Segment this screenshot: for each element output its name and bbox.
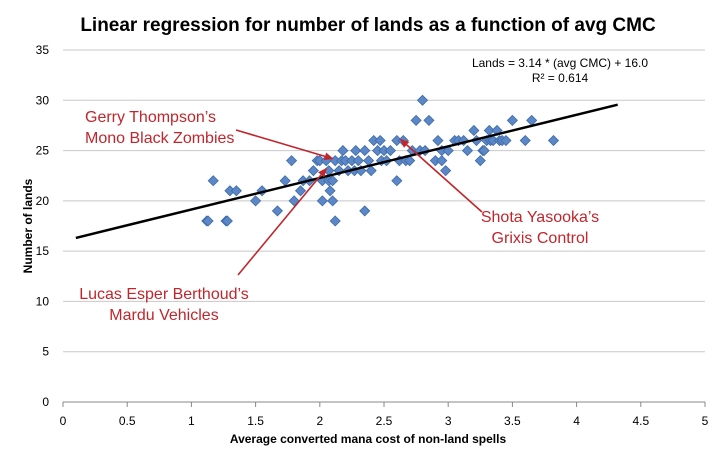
- data-point: [416, 94, 429, 106]
- data-point: [359, 145, 371, 157]
- data-point: [333, 165, 345, 177]
- y-axis-label: Number of lands: [21, 178, 35, 273]
- x-tick-label: 1: [188, 414, 195, 428]
- x-tick-label: 5: [702, 414, 709, 428]
- deck-annotations: Gerry Thompson’s Mono Black Zombies Shota …: [79, 109, 599, 324]
- x-tick-label: 0: [60, 414, 67, 428]
- annotation-label: Mardu Vehicles: [109, 307, 218, 324]
- data-point: [440, 165, 452, 177]
- y-tick-label: 25: [36, 144, 50, 158]
- data-point: [207, 175, 219, 187]
- data-point: [271, 205, 283, 217]
- data-point: [307, 165, 319, 177]
- data-point: [365, 165, 377, 177]
- annotation-arrow: [237, 167, 327, 276]
- data-point: [442, 145, 454, 157]
- annotation-label: Lucas Esper Berthoud’s: [79, 286, 249, 303]
- y-tick-label: 5: [42, 345, 49, 359]
- data-point: [285, 155, 298, 167]
- data-point: [329, 215, 341, 227]
- data-point: [423, 114, 435, 126]
- data-point: [391, 175, 403, 187]
- x-tick-label: 3: [445, 414, 452, 428]
- annotation-label: Grixis Control: [492, 230, 589, 247]
- data-point: [352, 155, 364, 167]
- data-point: [250, 195, 262, 207]
- x-tick-label: 1.5: [247, 414, 264, 428]
- data-point: [432, 134, 444, 147]
- data-point: [547, 134, 560, 147]
- y-tick-label: 30: [36, 93, 50, 107]
- data-point: [221, 215, 233, 227]
- annotation-label: Gerry Thompson’s: [85, 109, 216, 126]
- x-tick-label: 4.5: [632, 414, 649, 428]
- x-tick-label: 2: [316, 414, 323, 428]
- x-tick-label: 0.5: [119, 414, 136, 428]
- y-tick-label: 15: [36, 244, 50, 258]
- data-point: [478, 145, 490, 157]
- y-tick-label: 20: [36, 194, 50, 208]
- y-tick-label: 35: [36, 43, 50, 57]
- chart-title: Linear regression for number of lands as…: [80, 15, 656, 36]
- data-point: [404, 155, 416, 167]
- x-tick-label: 3.5: [504, 414, 521, 428]
- data-point: [506, 114, 518, 126]
- x-tick-labels: 0 0.5 1 1.5 2 2.5 3 3.5 4 4.5 5: [60, 414, 709, 428]
- data-point: [202, 215, 214, 227]
- data-point: [327, 175, 339, 187]
- data-points: [201, 94, 560, 227]
- data-point: [461, 145, 474, 157]
- data-point: [359, 205, 371, 217]
- annotation-arrow: [235, 129, 334, 161]
- data-point: [350, 145, 362, 157]
- annotation-label: Shota Yasooka’s: [481, 209, 599, 226]
- data-point: [374, 134, 386, 147]
- data-point: [410, 114, 422, 126]
- data-point: [324, 185, 336, 197]
- axes: [62, 401, 706, 407]
- data-point: [316, 195, 328, 207]
- data-point: [279, 175, 291, 187]
- data-point: [230, 185, 242, 197]
- y-tick-label: 10: [36, 294, 50, 308]
- annotation-label: Mono Black Zombies: [85, 130, 234, 147]
- x-axis-label: Average converted mana cost of non-land …: [230, 432, 507, 446]
- data-point: [327, 195, 339, 207]
- data-point: [384, 145, 396, 157]
- x-tick-label: 2.5: [376, 414, 393, 428]
- regression-equation: Lands = 3.14 * (avg CMC) + 16.0: [472, 56, 648, 70]
- data-point: [294, 185, 307, 197]
- data-point: [468, 124, 480, 137]
- r-squared-label: R² = 0.614: [532, 71, 589, 85]
- data-point: [337, 145, 349, 157]
- data-point: [519, 134, 531, 147]
- y-tick-label: 0: [42, 395, 49, 409]
- annotation-arrow: [399, 138, 483, 213]
- data-point: [436, 155, 448, 167]
- y-tick-labels: 0 5 10 15 20 25 30 35: [36, 43, 50, 409]
- data-point: [474, 155, 486, 167]
- regression-line: [75, 103, 618, 240]
- x-tick-label: 4: [573, 414, 580, 428]
- data-point: [500, 134, 512, 147]
